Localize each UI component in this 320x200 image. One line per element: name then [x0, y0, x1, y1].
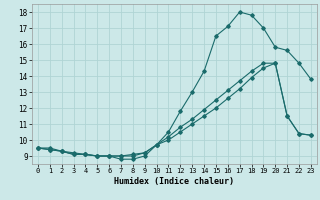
X-axis label: Humidex (Indice chaleur): Humidex (Indice chaleur) [115, 177, 234, 186]
